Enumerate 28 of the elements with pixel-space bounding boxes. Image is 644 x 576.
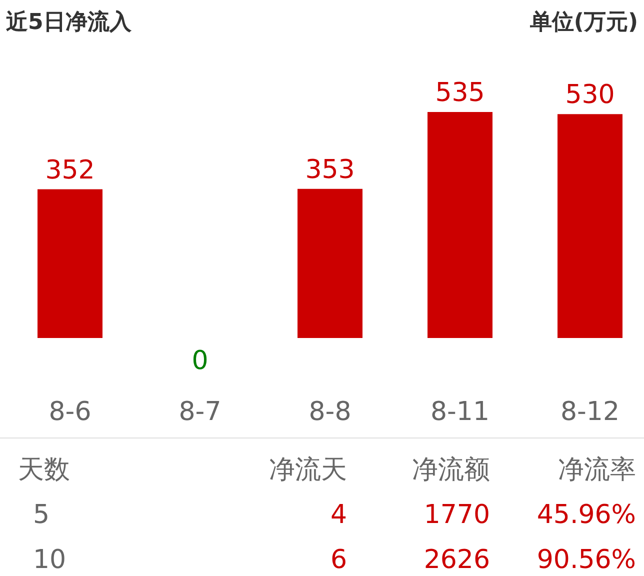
text: 天数 <box>18 455 70 485</box>
text: 45.96% <box>536 500 636 530</box>
text: 90.56% <box>536 545 636 575</box>
data-label: 530 <box>565 80 615 110</box>
bar <box>558 114 622 338</box>
data-label: 0 <box>192 346 208 376</box>
x-tick-label: 8-8 <box>308 397 352 427</box>
text: 2626 <box>424 545 490 575</box>
chart-title: 近5日净流入 <box>5 9 132 35</box>
x-tick-label: 8-12 <box>560 397 620 427</box>
text: 净流率 <box>558 455 636 485</box>
data-label: 535 <box>435 78 485 108</box>
bar <box>428 112 492 338</box>
x-tick-label: 8-6 <box>48 397 92 427</box>
bar <box>38 189 102 338</box>
x-tick-label: 8-7 <box>178 397 222 427</box>
text: 4 <box>330 500 347 530</box>
text: 1770 <box>424 500 490 530</box>
x-tick-label: 8-11 <box>430 397 490 427</box>
chart-subtitle: 单位(万元) <box>528 10 638 35</box>
text: 净流天 <box>269 455 347 485</box>
text: 10 <box>33 545 66 575</box>
data-label: 352 <box>45 155 95 186</box>
bar <box>298 188 362 338</box>
text: 5 <box>33 500 50 530</box>
text: 净流额 <box>412 455 490 485</box>
text: 6 <box>330 545 347 575</box>
data-label: 353 <box>305 154 355 185</box>
